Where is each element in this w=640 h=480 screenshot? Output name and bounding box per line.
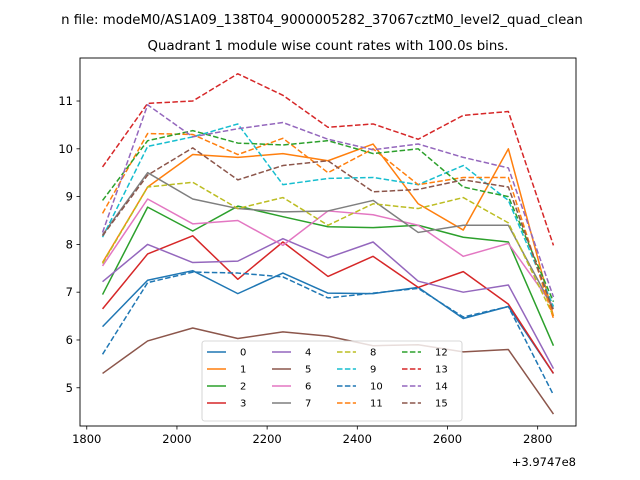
x-offset-label: +3.9747e8 [512, 455, 576, 469]
series-line-4 [102, 237, 555, 370]
series-line-3 [101, 235, 555, 374]
legend-label-4: 4 [305, 348, 311, 359]
plot-frame [79, 57, 577, 427]
y-tick-label: 10 [58, 142, 73, 156]
legend-box [201, 340, 463, 422]
series-line-14 [101, 104, 555, 298]
legend-label-9: 9 [370, 365, 376, 376]
series-line-8 [101, 181, 555, 317]
x-tick-label: 2600 [433, 432, 462, 446]
legend-label-15: 15 [435, 399, 448, 410]
x-tick-label: 2000 [162, 432, 191, 446]
series-line-0 [102, 269, 555, 374]
legend-label-8: 8 [370, 348, 376, 359]
series-line-7 [101, 171, 555, 310]
y-tick-label: 9 [66, 190, 73, 204]
series-line-15 [101, 147, 555, 312]
x-tick-label: 2400 [343, 432, 372, 446]
x-tick-label: 1800 [72, 432, 101, 446]
legend-label-0: 0 [240, 348, 246, 359]
series-line-10 [101, 271, 555, 396]
legend-label-10: 10 [370, 382, 383, 393]
figure-suptitle: n file: modeM0/AS1A09_138T04_9000005282_… [61, 13, 583, 28]
legend-label-12: 12 [435, 348, 448, 359]
y-tick-label: 5 [66, 381, 73, 395]
y-tick-label: 6 [66, 333, 73, 347]
series-line-12 [101, 129, 555, 303]
series-line-13 [101, 73, 555, 246]
legend-label-5: 5 [305, 365, 311, 376]
x-tick-label: 2800 [523, 432, 552, 446]
legend-label-13: 13 [435, 365, 448, 376]
legend-label-6: 6 [305, 382, 311, 393]
series-line-2 [101, 205, 555, 347]
legend-label-14: 14 [435, 382, 448, 393]
series-line-5 [102, 327, 555, 415]
legend-label-2: 2 [240, 382, 246, 393]
legend-label-7: 7 [305, 399, 311, 410]
x-tick-label: 2200 [252, 432, 281, 446]
legend-label-1: 1 [240, 365, 246, 376]
series-line-1 [101, 143, 555, 317]
y-tick-label: 7 [66, 285, 73, 299]
legend-label-11: 11 [370, 399, 383, 410]
legend-label-3: 3 [240, 399, 246, 410]
y-tick-label: 11 [58, 94, 73, 108]
chart-title: Quadrant 1 module wise count rates with … [148, 39, 509, 54]
y-tick-label: 8 [66, 237, 73, 251]
series-layer [101, 73, 555, 415]
